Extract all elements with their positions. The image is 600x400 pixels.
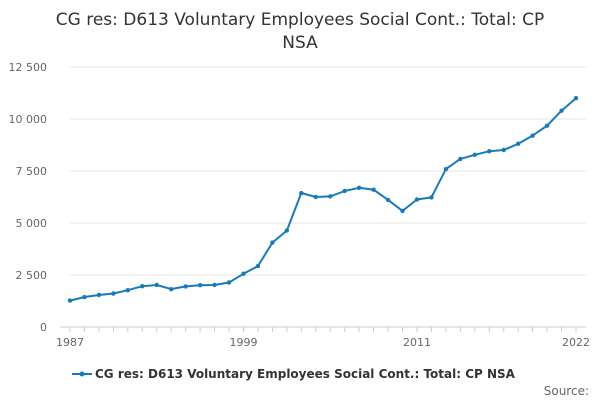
legend-marker-icon [79, 371, 85, 377]
series-line [69, 97, 577, 302]
data-point [67, 298, 73, 303]
data-point [82, 294, 87, 300]
data-point [342, 188, 347, 194]
legend[interactable]: CG res: D613 Voluntary Employees Social … [72, 367, 516, 381]
series-group [67, 96, 579, 303]
data-point [270, 240, 275, 245]
legend-label: CG res: D613 Voluntary Employees Social … [95, 367, 516, 381]
data-point [125, 287, 131, 293]
source-label[interactable]: Source: [544, 384, 589, 398]
data-point [515, 141, 521, 146]
data-point [299, 190, 304, 196]
data-point [443, 166, 449, 172]
data-point [414, 197, 420, 202]
data-point [197, 282, 203, 288]
data-point [140, 284, 145, 289]
y-tick-label: 0 [40, 321, 47, 334]
y-tick-label: 7 500 [16, 165, 48, 178]
x-tick-label: 2011 [403, 336, 431, 349]
data-point [241, 271, 246, 276]
data-point [487, 149, 492, 154]
data-point [313, 194, 318, 200]
data-point [169, 286, 174, 292]
chart-title-line-2: NSA [282, 33, 318, 53]
y-axis-ticks: 0 2 500 5 000 7 500 10 000 12 500 [9, 61, 48, 334]
x-tick-label: 1987 [56, 336, 84, 349]
data-point [559, 108, 564, 113]
x-tick-label: 2022 [562, 336, 590, 349]
data-point [544, 123, 550, 128]
x-axis: 1987 1999 2011 2022 [56, 326, 590, 349]
data-point [328, 194, 333, 199]
data-point [356, 185, 362, 191]
data-point [183, 284, 188, 289]
data-point [255, 263, 261, 269]
data-point [226, 280, 232, 285]
data-point [385, 197, 391, 203]
data-point [530, 133, 535, 138]
data-point [501, 147, 506, 153]
data-point [429, 195, 434, 200]
data-point [212, 282, 217, 288]
y-tick-label: 12 500 [9, 61, 48, 74]
y-tick-label: 2 500 [16, 269, 48, 282]
data-point [458, 156, 463, 162]
chart-title-line-1: CG res: D613 Voluntary Employees Social … [56, 10, 544, 30]
data-point [284, 228, 290, 233]
data-point [96, 292, 102, 298]
y-gridlines [70, 66, 586, 276]
y-tick-label: 5 000 [16, 217, 48, 230]
data-point [472, 152, 477, 157]
data-point [154, 282, 159, 288]
x-tick-label: 1999 [229, 336, 257, 349]
data-point [573, 96, 579, 101]
data-point [111, 291, 116, 296]
y-tick-label: 10 000 [9, 113, 48, 126]
data-point [400, 208, 405, 214]
data-point [371, 187, 376, 192]
